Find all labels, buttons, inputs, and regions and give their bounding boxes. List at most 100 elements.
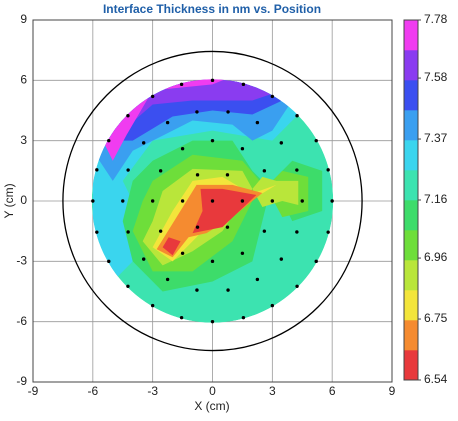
point — [180, 199, 185, 203]
point — [210, 138, 215, 143]
point — [326, 230, 330, 234]
point — [210, 199, 215, 203]
y-tick-label: 3 — [20, 133, 27, 147]
colorbar-label: 6.54 — [424, 372, 448, 386]
point — [240, 199, 245, 203]
colorbar-label: 7.37 — [424, 131, 448, 145]
point — [107, 259, 111, 264]
point — [150, 199, 155, 203]
x-tick-label: -3 — [147, 384, 158, 398]
point — [179, 315, 184, 320]
colorbar-label: 7.16 — [424, 192, 448, 206]
point — [126, 230, 130, 234]
colorbar-band — [404, 50, 418, 81]
point — [314, 138, 318, 143]
x-tick-label: 9 — [389, 384, 396, 398]
region — [162, 237, 181, 256]
point — [158, 229, 163, 233]
plot-frame — [32, 19, 393, 383]
colorbar-band — [404, 350, 418, 381]
y-tick-label: 9 — [20, 12, 27, 26]
point — [326, 168, 330, 172]
point — [255, 277, 260, 282]
y-tick-label: 6 — [20, 73, 27, 87]
point — [262, 169, 267, 173]
colorbar-band — [404, 20, 418, 51]
point — [300, 199, 304, 203]
point — [241, 315, 246, 320]
point — [126, 284, 130, 288]
y-axis-label: Y (cm) — [2, 183, 16, 218]
colorbar-band — [404, 290, 418, 321]
point — [225, 173, 230, 177]
colorbar-band — [404, 320, 418, 351]
y-tick-label: -6 — [16, 314, 27, 328]
point — [295, 168, 299, 172]
region — [192, 188, 257, 234]
point — [295, 284, 299, 288]
point — [158, 169, 163, 173]
colorbar-label: 7.78 — [424, 12, 448, 26]
point — [195, 225, 200, 229]
colorbar-band — [404, 260, 418, 291]
point — [126, 168, 130, 172]
point — [179, 82, 184, 87]
point — [270, 94, 275, 99]
point — [262, 229, 267, 233]
point — [141, 141, 146, 145]
point — [279, 141, 284, 145]
point — [95, 230, 99, 234]
point — [180, 251, 185, 255]
x-tick-label: 0 — [209, 384, 216, 398]
point — [141, 257, 146, 261]
colorbar-band — [404, 140, 418, 171]
point — [165, 120, 170, 125]
point — [121, 199, 125, 203]
colorbar-band — [404, 170, 418, 201]
point — [210, 319, 215, 324]
point — [314, 259, 318, 264]
y-tick-label: 0 — [20, 193, 27, 207]
point — [195, 110, 199, 114]
point — [150, 94, 155, 99]
point — [126, 114, 130, 118]
point — [241, 82, 246, 87]
colorbar-label: 6.96 — [424, 250, 448, 264]
y-tick-label: -9 — [16, 374, 27, 388]
point — [225, 225, 230, 229]
colorbar-label: 6.75 — [424, 311, 448, 325]
colorbar-label: 7.58 — [424, 70, 448, 84]
x-tick-label: -6 — [87, 384, 98, 398]
point — [295, 114, 299, 118]
point — [195, 173, 200, 177]
point — [226, 110, 230, 114]
point — [91, 199, 95, 203]
point — [95, 168, 99, 172]
point — [279, 257, 284, 261]
point — [165, 277, 170, 282]
point — [330, 199, 334, 203]
point — [226, 288, 230, 292]
colorbar-band — [404, 80, 418, 111]
colorbar-band — [404, 200, 418, 231]
point — [150, 303, 155, 308]
point — [240, 251, 245, 255]
colorbar-band — [404, 230, 418, 261]
point — [270, 199, 275, 203]
point — [255, 120, 260, 125]
point — [195, 288, 199, 292]
point — [270, 303, 275, 308]
point — [180, 147, 185, 151]
chart-title: Interface Thickness in nm vs. Position — [103, 2, 321, 16]
wafer-edge — [62, 50, 363, 352]
x-tick-label: -9 — [28, 384, 39, 398]
point — [210, 78, 215, 83]
point — [240, 147, 245, 151]
point — [107, 138, 111, 143]
colorbar-band — [404, 110, 418, 141]
point — [295, 230, 299, 234]
y-tick-label: -3 — [16, 254, 27, 268]
point — [210, 259, 215, 264]
x-tick-label: 6 — [329, 384, 336, 398]
